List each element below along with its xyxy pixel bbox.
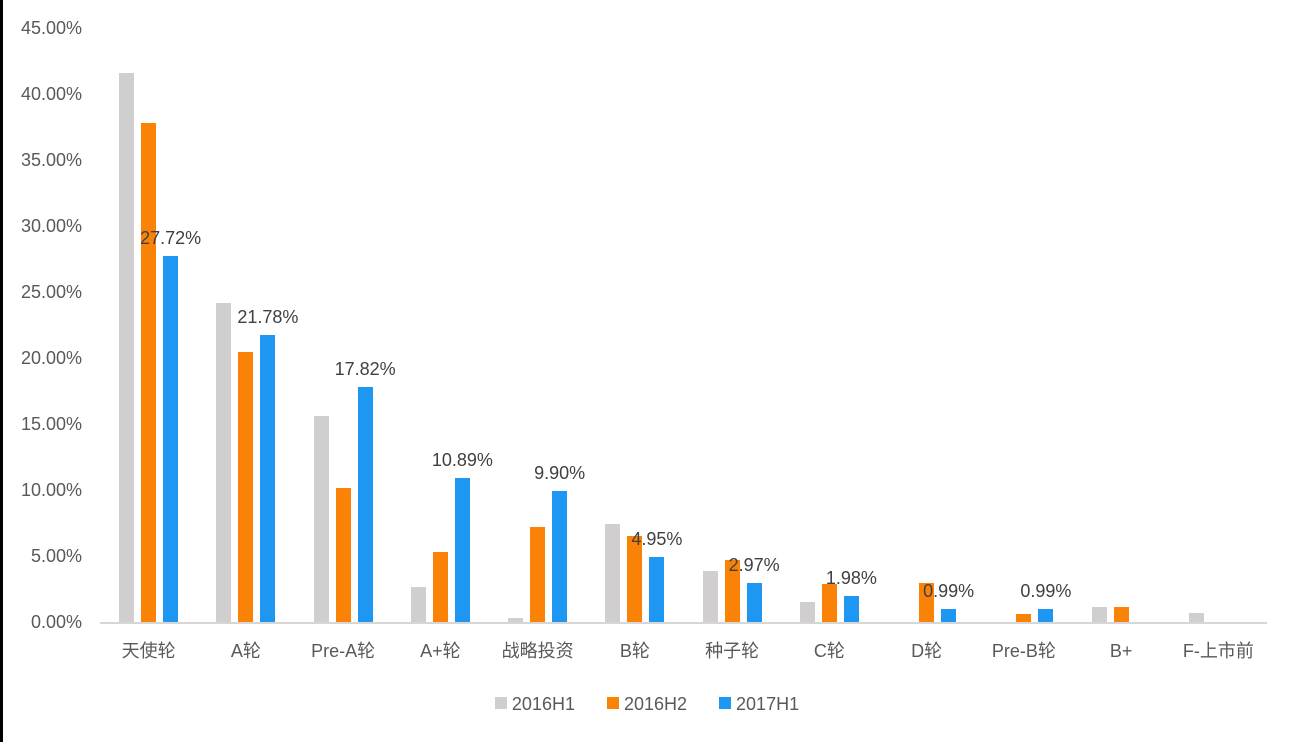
y-axis-tick-label: 5.00%: [30, 546, 82, 566]
legend-label: 2017H1: [736, 694, 800, 714]
bar-group-2: [197, 0, 294, 622]
legend-swatch-icon: [719, 697, 732, 709]
bar-group-6: [586, 0, 683, 622]
x-axis-category-label: Pre-A轮: [311, 641, 376, 661]
x-axis-category-label: A+轮: [420, 641, 461, 661]
bar-2016h1: [313, 416, 329, 622]
bar-2016h1: [119, 73, 135, 622]
data-label: 4.95%: [631, 528, 683, 549]
bar-2017h1: [843, 595, 859, 622]
data-label: 21.78%: [237, 306, 299, 327]
bar-2016h1: [605, 524, 621, 622]
legend-swatch-icon: [494, 697, 507, 709]
bar-group-10: [975, 0, 1072, 622]
bar-group-12: [1170, 0, 1267, 622]
bar-2017h1: [454, 478, 470, 622]
bar-2017h1: [260, 334, 276, 622]
bar-2016h2: [1016, 614, 1032, 622]
legend-item-2016h2: 2016H2: [606, 694, 688, 714]
x-axis-category-label: B轮: [619, 641, 650, 661]
data-label: 0.99%: [923, 580, 975, 601]
bar-2016h2: [335, 487, 351, 622]
bar-2017h1: [552, 491, 568, 622]
bar-2017h1: [649, 556, 665, 622]
bar-2017h1: [1038, 608, 1054, 622]
legend-item-2016h1: 2016H1: [494, 694, 575, 714]
bar-2016h2: [1113, 606, 1129, 622]
bar-group-1: [100, 0, 197, 622]
y-axis-tick-label: 45.00%: [20, 18, 82, 38]
legend-item-2017h1: 2017H1: [719, 694, 799, 714]
bar-2016h1: [410, 587, 426, 622]
x-axis-category-label: D轮: [911, 641, 943, 661]
legend-label: 2016H1: [511, 694, 575, 714]
data-label: 0.99%: [1020, 580, 1072, 601]
x-axis-category-label: 战略投资: [501, 641, 574, 661]
bar-group-7: [684, 0, 781, 622]
bar-group-9: [878, 0, 975, 622]
bar-2016h2: [724, 560, 740, 622]
x-axis-category-label: F-上市前: [1182, 641, 1254, 661]
x-axis-category-label: 天使轮: [121, 641, 176, 661]
y-axis-tick-label: 30.00%: [20, 216, 82, 236]
screenshot-left-edge: [0, 0, 3, 742]
x-axis-category-label: B+: [1109, 641, 1133, 661]
x-axis-category-label: A轮: [230, 641, 261, 661]
legend: 2016H1 2016H2 2017H1: [0, 694, 1294, 714]
bar-group-11: [1073, 0, 1170, 622]
bar-2017h1: [941, 608, 957, 622]
y-axis-tick-label: 40.00%: [20, 84, 82, 104]
bar-2016h2: [627, 535, 643, 622]
data-label: 10.89%: [431, 450, 493, 471]
y-axis-tick-label: 0.00%: [30, 612, 82, 632]
x-axis-line: [100, 622, 1267, 624]
bar-2016h1: [702, 570, 718, 622]
bar-2017h1: [357, 386, 373, 622]
x-axis-category-label: 种子轮: [705, 641, 760, 661]
bar-2016h2: [530, 527, 546, 622]
legend-label: 2016H2: [623, 694, 688, 714]
data-label: 17.82%: [334, 358, 396, 379]
bar-group-3: [295, 0, 392, 622]
bar-2016h1: [799, 602, 815, 622]
bar-group-8: [781, 0, 878, 622]
bar-2016h2: [821, 583, 837, 622]
bar-2016h1: [508, 618, 524, 622]
data-label: 27.72%: [140, 228, 202, 249]
bar-2016h1: [1188, 612, 1204, 622]
y-axis-tick-label: 15.00%: [20, 414, 82, 434]
data-label: 9.90%: [534, 463, 586, 484]
bar-2016h2: [432, 551, 448, 622]
legend-swatch-icon: [606, 697, 619, 709]
bar-group-4: [392, 0, 489, 622]
data-label: 2.97%: [728, 554, 780, 575]
data-label: 1.98%: [825, 567, 877, 588]
y-axis-tick-label: 35.00%: [20, 150, 82, 170]
y-axis-tick-label: 20.00%: [20, 348, 82, 368]
x-axis-category-label: C轮: [813, 641, 845, 661]
bar-2016h2: [238, 352, 254, 622]
bar-group-5: [489, 0, 586, 622]
y-axis-tick-label: 10.00%: [20, 480, 82, 500]
bar-2016h2: [141, 123, 157, 622]
x-axis-category-label: Pre-B轮: [991, 641, 1056, 661]
bar-2017h1: [746, 582, 762, 622]
bar-2016h1: [216, 303, 232, 622]
bar-2016h2: [919, 582, 935, 622]
bar-2017h1: [163, 256, 179, 622]
y-axis-tick-label: 25.00%: [20, 282, 82, 302]
bar-2016h1: [1091, 606, 1107, 622]
